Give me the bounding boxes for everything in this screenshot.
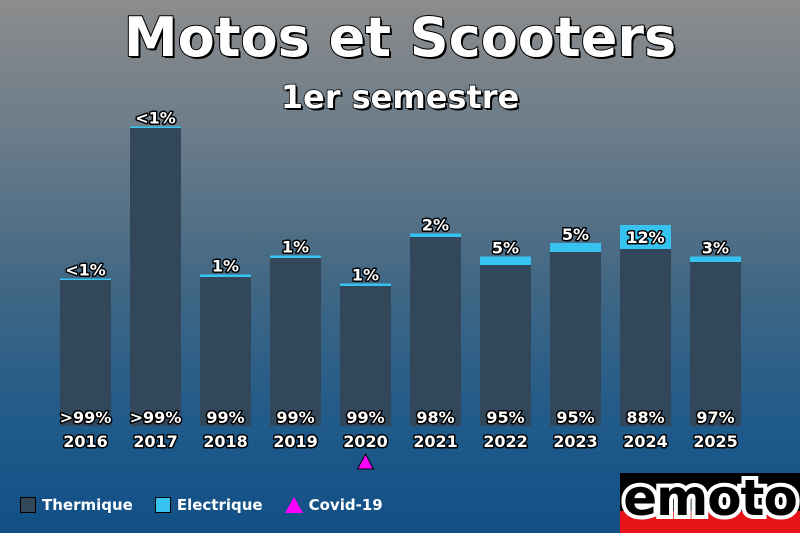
x-tick-2016: 2016 xyxy=(63,432,108,451)
label-thermique-2017: >99% xyxy=(130,408,182,427)
x-tick-2024: 2024 xyxy=(623,432,668,451)
label-electrique-2017: <1% xyxy=(135,109,176,128)
bar-thermique-2025 xyxy=(690,262,741,426)
legend-label-thermique: Thermique xyxy=(42,496,133,514)
label-thermique-2020: 99% xyxy=(346,408,384,427)
label-electrique-2019: 1% xyxy=(282,238,309,257)
label-thermique-2025: 97% xyxy=(696,408,734,427)
legend: Thermique Electrique Covid-19 xyxy=(20,496,397,514)
bar-thermique-2022 xyxy=(480,265,531,426)
x-tick-2019: 2019 xyxy=(273,432,318,451)
label-thermique-2019: 99% xyxy=(276,408,314,427)
bar-electrique-2019 xyxy=(270,255,321,258)
bar-thermique-2019 xyxy=(270,258,321,426)
bar-thermique-2023 xyxy=(550,252,601,426)
bar-thermique-2018 xyxy=(200,277,251,426)
bar-electrique-2024 xyxy=(620,225,671,249)
chart-subtitle: 1er semestre xyxy=(280,77,520,117)
bar-electrique-2020 xyxy=(340,283,391,286)
legend-item-thermique: Thermique xyxy=(20,496,133,514)
legend-label-electrique: Electrique xyxy=(176,496,263,514)
bar-thermique-2024 xyxy=(620,249,671,426)
bar-thermique-2020 xyxy=(340,286,391,426)
legend-swatch-electrique xyxy=(154,497,171,513)
label-electrique-2016: <1% xyxy=(65,261,106,280)
bar-thermique-2016 xyxy=(60,280,111,426)
label-electrique-2025: 3% xyxy=(702,239,729,258)
chart-title: Motos et Scooters xyxy=(123,5,677,70)
bar-chart: <1% >99% 2016 <1% >99% 2017 1% 99% 2018 1% 99% 2019… xyxy=(58,107,741,470)
label-electrique-2024: 12% xyxy=(626,228,664,247)
bar-electrique-2021 xyxy=(410,233,461,237)
label-electrique-2021: 2% xyxy=(422,216,449,235)
label-thermique-2016: >99% xyxy=(60,408,112,427)
bar-electrique-2016 xyxy=(60,278,111,280)
label-thermique-2018: 99% xyxy=(206,408,244,427)
label-thermique-2022: 95% xyxy=(486,408,524,427)
bar-electrique-2023 xyxy=(550,243,601,252)
x-tick-2017: 2017 xyxy=(133,432,178,451)
bar-thermique-2021 xyxy=(410,237,461,426)
logo-red-band xyxy=(620,511,800,533)
legend-label-covid: Covid-19 xyxy=(308,496,383,514)
legend-item-covid: Covid-19 xyxy=(284,496,383,514)
label-thermique-2021: 98% xyxy=(416,408,454,427)
covid-marker-2020 xyxy=(356,452,375,470)
x-tick-2022: 2022 xyxy=(483,432,528,451)
legend-item-electrique: Electrique xyxy=(154,496,263,514)
logo-wordmark: emoto xyxy=(620,473,800,531)
label-electrique-2023: 5% xyxy=(562,225,589,244)
x-tick-2025: 2025 xyxy=(693,432,738,451)
label-electrique-2022: 5% xyxy=(492,239,519,258)
label-thermique-2024: 88% xyxy=(626,408,664,427)
legend-swatch-thermique xyxy=(20,497,36,513)
bar-electrique-2018 xyxy=(200,274,251,277)
label-electrique-2020: 1% xyxy=(352,266,379,285)
x-tick-2023: 2023 xyxy=(553,432,598,451)
bar-electrique-2022 xyxy=(480,256,531,265)
bar-electrique-2017 xyxy=(130,126,181,128)
x-tick-2021: 2021 xyxy=(413,432,458,451)
label-electrique-2018: 1% xyxy=(212,257,239,276)
label-thermique-2023: 95% xyxy=(556,408,594,427)
bar-electrique-2025 xyxy=(690,256,741,262)
x-tick-2020: 2020 xyxy=(343,432,388,451)
x-tick-2018: 2018 xyxy=(203,432,248,451)
covid-triangle-icon xyxy=(284,497,303,513)
emoto-logo[interactable]: emoto xyxy=(620,473,800,533)
bar-thermique-2017 xyxy=(130,128,181,426)
